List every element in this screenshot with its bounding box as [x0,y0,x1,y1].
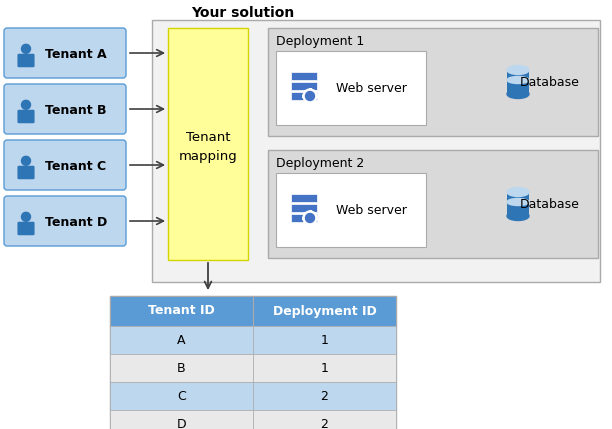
FancyBboxPatch shape [18,222,34,235]
Circle shape [21,212,31,221]
Circle shape [303,211,317,225]
FancyBboxPatch shape [507,192,529,216]
Text: Deployment 2: Deployment 2 [276,157,364,169]
FancyBboxPatch shape [313,221,316,224]
FancyBboxPatch shape [4,84,126,134]
Text: Web server: Web server [335,82,406,94]
Ellipse shape [507,66,529,75]
FancyBboxPatch shape [268,150,598,258]
FancyBboxPatch shape [291,214,317,222]
FancyBboxPatch shape [152,20,600,282]
FancyBboxPatch shape [308,88,312,91]
FancyBboxPatch shape [308,210,312,213]
Text: Tenant ID: Tenant ID [148,305,215,317]
FancyBboxPatch shape [18,110,34,123]
Text: Tenant D: Tenant D [45,215,107,229]
Text: B: B [177,362,186,375]
FancyBboxPatch shape [308,101,312,104]
FancyBboxPatch shape [313,212,316,215]
Text: Deployment ID: Deployment ID [272,305,376,317]
FancyBboxPatch shape [110,296,253,326]
FancyBboxPatch shape [304,99,307,102]
Text: 2: 2 [321,390,329,402]
FancyBboxPatch shape [18,166,34,179]
FancyBboxPatch shape [304,90,307,93]
Circle shape [21,100,31,109]
FancyBboxPatch shape [313,99,316,102]
FancyBboxPatch shape [4,28,126,78]
Ellipse shape [507,90,529,99]
FancyBboxPatch shape [302,217,305,220]
FancyBboxPatch shape [253,410,396,429]
Text: 1: 1 [321,362,329,375]
Text: C: C [177,390,186,402]
Text: Deployment 1: Deployment 1 [276,34,364,48]
Text: 2: 2 [321,417,329,429]
FancyBboxPatch shape [315,94,318,97]
FancyBboxPatch shape [110,382,253,410]
FancyBboxPatch shape [291,82,317,90]
FancyBboxPatch shape [268,28,598,136]
Text: Tenant
mapping: Tenant mapping [179,131,237,163]
FancyBboxPatch shape [315,217,318,220]
FancyBboxPatch shape [253,296,396,326]
FancyBboxPatch shape [507,70,529,94]
FancyBboxPatch shape [168,28,248,260]
FancyBboxPatch shape [304,212,307,215]
FancyBboxPatch shape [304,221,307,224]
FancyBboxPatch shape [276,173,426,247]
Text: Web server: Web server [335,203,406,217]
FancyBboxPatch shape [110,296,396,429]
Circle shape [303,89,317,103]
FancyBboxPatch shape [276,51,426,125]
FancyBboxPatch shape [308,223,312,226]
Text: Tenant C: Tenant C [45,160,106,172]
Circle shape [21,44,31,53]
Text: Tenant A: Tenant A [45,48,107,60]
Text: A: A [177,333,186,347]
Text: Database: Database [520,199,580,211]
FancyBboxPatch shape [313,90,316,93]
Circle shape [305,91,315,100]
FancyBboxPatch shape [110,410,253,429]
Ellipse shape [507,76,529,84]
Text: D: D [177,417,186,429]
Ellipse shape [507,199,529,205]
FancyBboxPatch shape [291,72,317,80]
Text: Database: Database [520,76,580,90]
Circle shape [21,156,31,165]
Text: Tenant B: Tenant B [45,103,106,117]
FancyBboxPatch shape [110,354,253,382]
FancyBboxPatch shape [253,354,396,382]
FancyBboxPatch shape [18,54,34,67]
Ellipse shape [507,211,529,221]
Text: 1: 1 [321,333,329,347]
FancyBboxPatch shape [291,194,317,202]
FancyBboxPatch shape [110,326,253,354]
FancyBboxPatch shape [291,204,317,212]
FancyBboxPatch shape [4,196,126,246]
Circle shape [305,214,315,223]
Ellipse shape [507,187,529,196]
FancyBboxPatch shape [4,140,126,190]
Text: Your solution: Your solution [192,6,294,20]
FancyBboxPatch shape [291,92,317,100]
FancyBboxPatch shape [253,382,396,410]
FancyBboxPatch shape [253,326,396,354]
FancyBboxPatch shape [302,94,305,97]
